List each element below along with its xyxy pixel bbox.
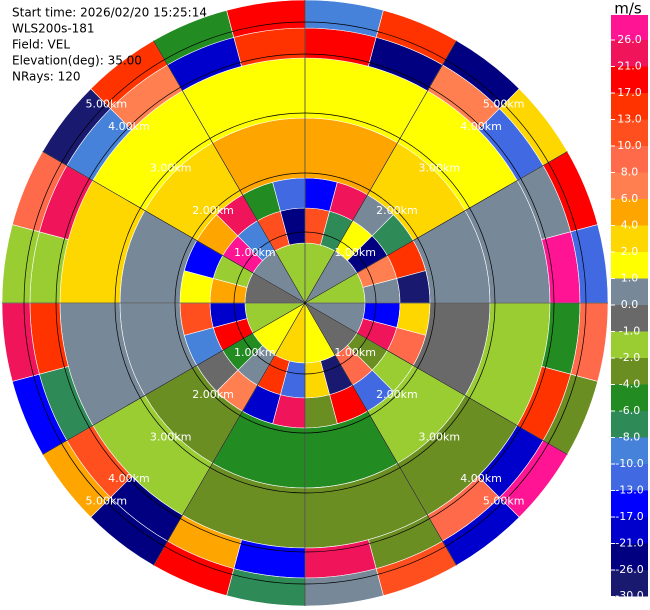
range-label: 1.00km <box>234 346 276 359</box>
colorbar-tick-label: 21.0 <box>617 60 642 73</box>
colorbar-segment <box>611 331 648 358</box>
range-label: 5.00km <box>86 495 128 508</box>
spoke <box>42 302 306 455</box>
range-label: 4.00km <box>460 120 502 133</box>
colorbar-tick-label: -21.0 <box>615 537 643 550</box>
colorbar-tick-label: 26.0 <box>617 33 642 46</box>
colorbar-tick-label: -10.0 <box>615 457 643 470</box>
colorbar-segment <box>611 490 648 517</box>
range-label: 1.00km <box>234 246 276 259</box>
colorbar-segment <box>611 40 648 67</box>
range-ring <box>174 172 436 434</box>
range-label: 4.00km <box>108 472 150 485</box>
range-label: 3.00km <box>150 162 192 175</box>
colorbar-tick-label: -4.0 <box>619 378 640 391</box>
colorbar-tick-label: 8.0 <box>621 166 639 179</box>
colorbar-tick-label: -8.0 <box>619 431 640 444</box>
overlay: 1.00km 1.00km 1.00km 1.00km 2.00km 2.00km 2.00… <box>2 0 608 606</box>
colorbar-segment <box>611 437 648 464</box>
range-label: 2.00km <box>192 204 234 217</box>
range-label: 4.00km <box>108 120 150 133</box>
colorbar-segment <box>611 570 648 597</box>
spoke <box>304 151 568 304</box>
range-label: 3.00km <box>419 162 461 175</box>
info-line: WLS200s-181 <box>12 22 95 36</box>
colorbar-tick-label: -17.0 <box>615 510 643 523</box>
colorbar-segment <box>611 146 648 173</box>
colorbar-segment <box>611 517 648 544</box>
info-line: Elevation(deg): 35.00 <box>12 54 142 68</box>
spoke <box>304 40 457 304</box>
colorbar-tick-label: 10.0 <box>617 139 642 152</box>
spoke <box>153 40 306 304</box>
colorbar-segment <box>611 119 648 146</box>
range-label: 2.00km <box>376 388 418 401</box>
range-label: 2.00km <box>192 388 234 401</box>
range-ring <box>114 112 496 494</box>
field <box>1 0 609 607</box>
range-label: 4.00km <box>460 472 502 485</box>
colorbar-tick-label: -1.0 <box>619 325 640 338</box>
range-ring <box>23 21 587 585</box>
range-label: 1.00km <box>334 246 376 259</box>
range-label: 3.00km <box>150 430 192 443</box>
range-label: 5.00km <box>483 97 525 110</box>
range-ring <box>55 53 555 553</box>
spoke <box>42 151 306 304</box>
colorbar-segment <box>611 93 648 120</box>
colorbar-segment <box>611 464 648 491</box>
colorbar-segment <box>611 66 648 93</box>
colorbar-segment <box>611 252 648 279</box>
colorbar-tick-label: -6.0 <box>619 404 640 417</box>
info-line: Field: VEL <box>12 38 70 52</box>
range-label: 2.00km <box>376 204 418 217</box>
colorbar-tick-label: 17.0 <box>617 86 642 99</box>
range-label: 5.00km <box>483 495 525 508</box>
colorbar-tick-label: -26.0 <box>615 563 643 576</box>
colorbar-tick-label: -2.0 <box>619 351 640 364</box>
spoke <box>304 302 457 566</box>
colorbar-segment <box>611 172 648 199</box>
range-label: 5.00km <box>86 97 128 110</box>
colorbar-tick-label: 1.0 <box>621 272 639 285</box>
range-label: 1.00km <box>334 346 376 359</box>
colorbar-title: m/s <box>614 0 642 18</box>
info-line: NRays: 120 <box>12 70 81 84</box>
colorbar-segment <box>611 225 648 252</box>
colorbar-segment <box>611 15 648 40</box>
spoke <box>153 302 306 566</box>
colorbar-tick-label: 2.0 <box>621 245 639 258</box>
colorbar-segment <box>611 278 648 305</box>
colorbar-segment <box>611 411 648 438</box>
colorbar-segment <box>611 543 648 570</box>
colorbar-segment <box>611 384 648 411</box>
colorbar-tick-label: 4.0 <box>621 219 639 232</box>
range-label: 3.00km <box>419 430 461 443</box>
colorbar-segment <box>611 199 648 226</box>
colorbar-tick-label: -13.0 <box>615 484 643 497</box>
colorbar-tick-label: 13.0 <box>617 113 642 126</box>
colorbar-tick-label: 0.0 <box>621 298 639 311</box>
colorbar-tick-label: 6.0 <box>621 192 639 205</box>
range-ring <box>233 231 377 375</box>
info-line: Start time: 2026/02/20 15:25:14 <box>12 6 207 20</box>
colorbar-tick-label: -30.0 <box>615 589 643 602</box>
colorbar-segment <box>611 305 648 332</box>
spoke <box>304 302 568 455</box>
colorbar-segment <box>611 358 648 385</box>
